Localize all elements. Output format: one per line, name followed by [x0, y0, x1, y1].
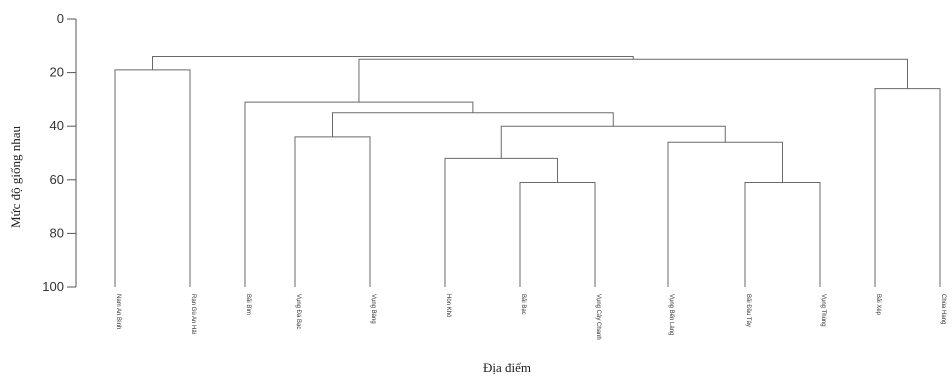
leaf-label: Rạn Gù An Hải	[190, 294, 196, 334]
leaf-label: Nam An Bình	[115, 294, 121, 329]
leaf-label: Vụng Đá Bạc	[295, 294, 301, 329]
dendrogram-link	[244, 101, 474, 287]
leaf-label: Vụng Bến Làng	[668, 294, 674, 335]
leaf-label: Chùa Hang	[940, 294, 946, 324]
leaf-label: Vụng Cây Chanh	[595, 294, 601, 340]
dendrogram-link	[874, 88, 941, 287]
dendrogram-link	[519, 181, 596, 287]
dendrogram-link	[358, 58, 908, 103]
y-tick-label: 20	[50, 65, 64, 80]
x-axis-label: Địa điểm	[483, 360, 531, 375]
dendrogram-link	[114, 69, 191, 287]
leaf-label: Bãi Đầu Tây	[745, 294, 751, 327]
leaf-label: Bãi Bìm	[245, 294, 251, 315]
leaf-labels: Nam An Bình Rạn Gù An Hải Bãi Bìm Vụng Đá B…	[115, 294, 946, 340]
dendrogram-links	[114, 56, 941, 287]
dendrogram-link	[332, 112, 614, 137]
dendrogram-link	[152, 56, 634, 70]
leaf-label: Hòn Khô	[445, 294, 451, 318]
y-axis-label: Mức độ giống nhau	[8, 126, 23, 229]
leaf-label: Vụng Thùng	[820, 294, 826, 327]
y-tick-label: 100	[42, 279, 64, 294]
leaf-label: Bãi Xép	[875, 294, 881, 316]
dendrogram-link	[744, 181, 821, 287]
y-tick-label: 80	[50, 225, 64, 240]
dendrogram-link	[294, 136, 371, 287]
y-tick-label: 40	[50, 118, 64, 133]
y-axis: 0 20 40 60 80 100	[42, 11, 77, 294]
dendrogram-link	[667, 141, 783, 287]
leaf-label: Bãi Bạc	[520, 294, 526, 315]
y-tick-label: 60	[50, 172, 64, 187]
y-tick-label: 0	[57, 11, 64, 26]
leaf-label: Vụng Bàng	[370, 294, 376, 324]
dendrogram-link	[444, 157, 558, 287]
